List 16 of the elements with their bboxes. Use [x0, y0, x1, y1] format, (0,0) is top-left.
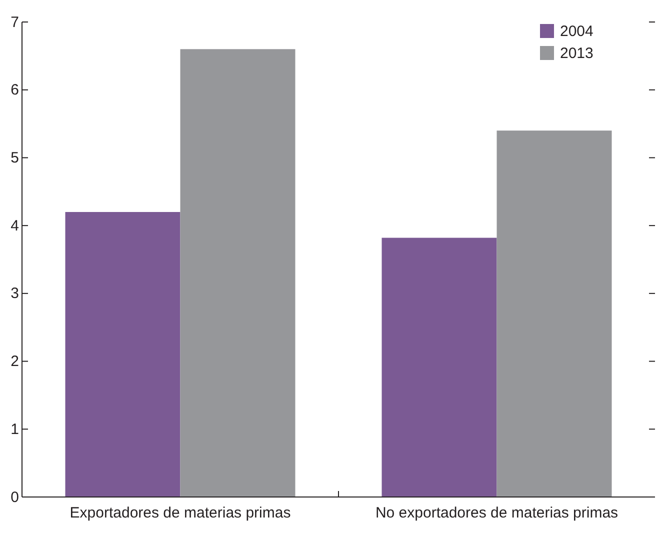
- bar: [382, 238, 497, 497]
- legend-label: 2013: [560, 45, 594, 62]
- y-tick-label: 5: [10, 150, 19, 167]
- legend-label: 2004: [560, 23, 594, 40]
- y-tick-label: 4: [10, 217, 19, 234]
- bar: [496, 130, 612, 497]
- y-tick-label: 1: [10, 420, 19, 438]
- x-tick-label: Exportadores de materias primas: [70, 504, 291, 522]
- y-tick-label: 3: [10, 285, 19, 302]
- y-tick-label: 2: [10, 353, 19, 370]
- bar: [65, 212, 180, 497]
- x-tick-label: No exportadores de materias primas: [375, 504, 618, 522]
- y-tick-label: 6: [10, 82, 19, 99]
- bar: [180, 49, 296, 497]
- y-tick-label: 0: [10, 488, 19, 506]
- y-tick-label: 7: [10, 14, 19, 31]
